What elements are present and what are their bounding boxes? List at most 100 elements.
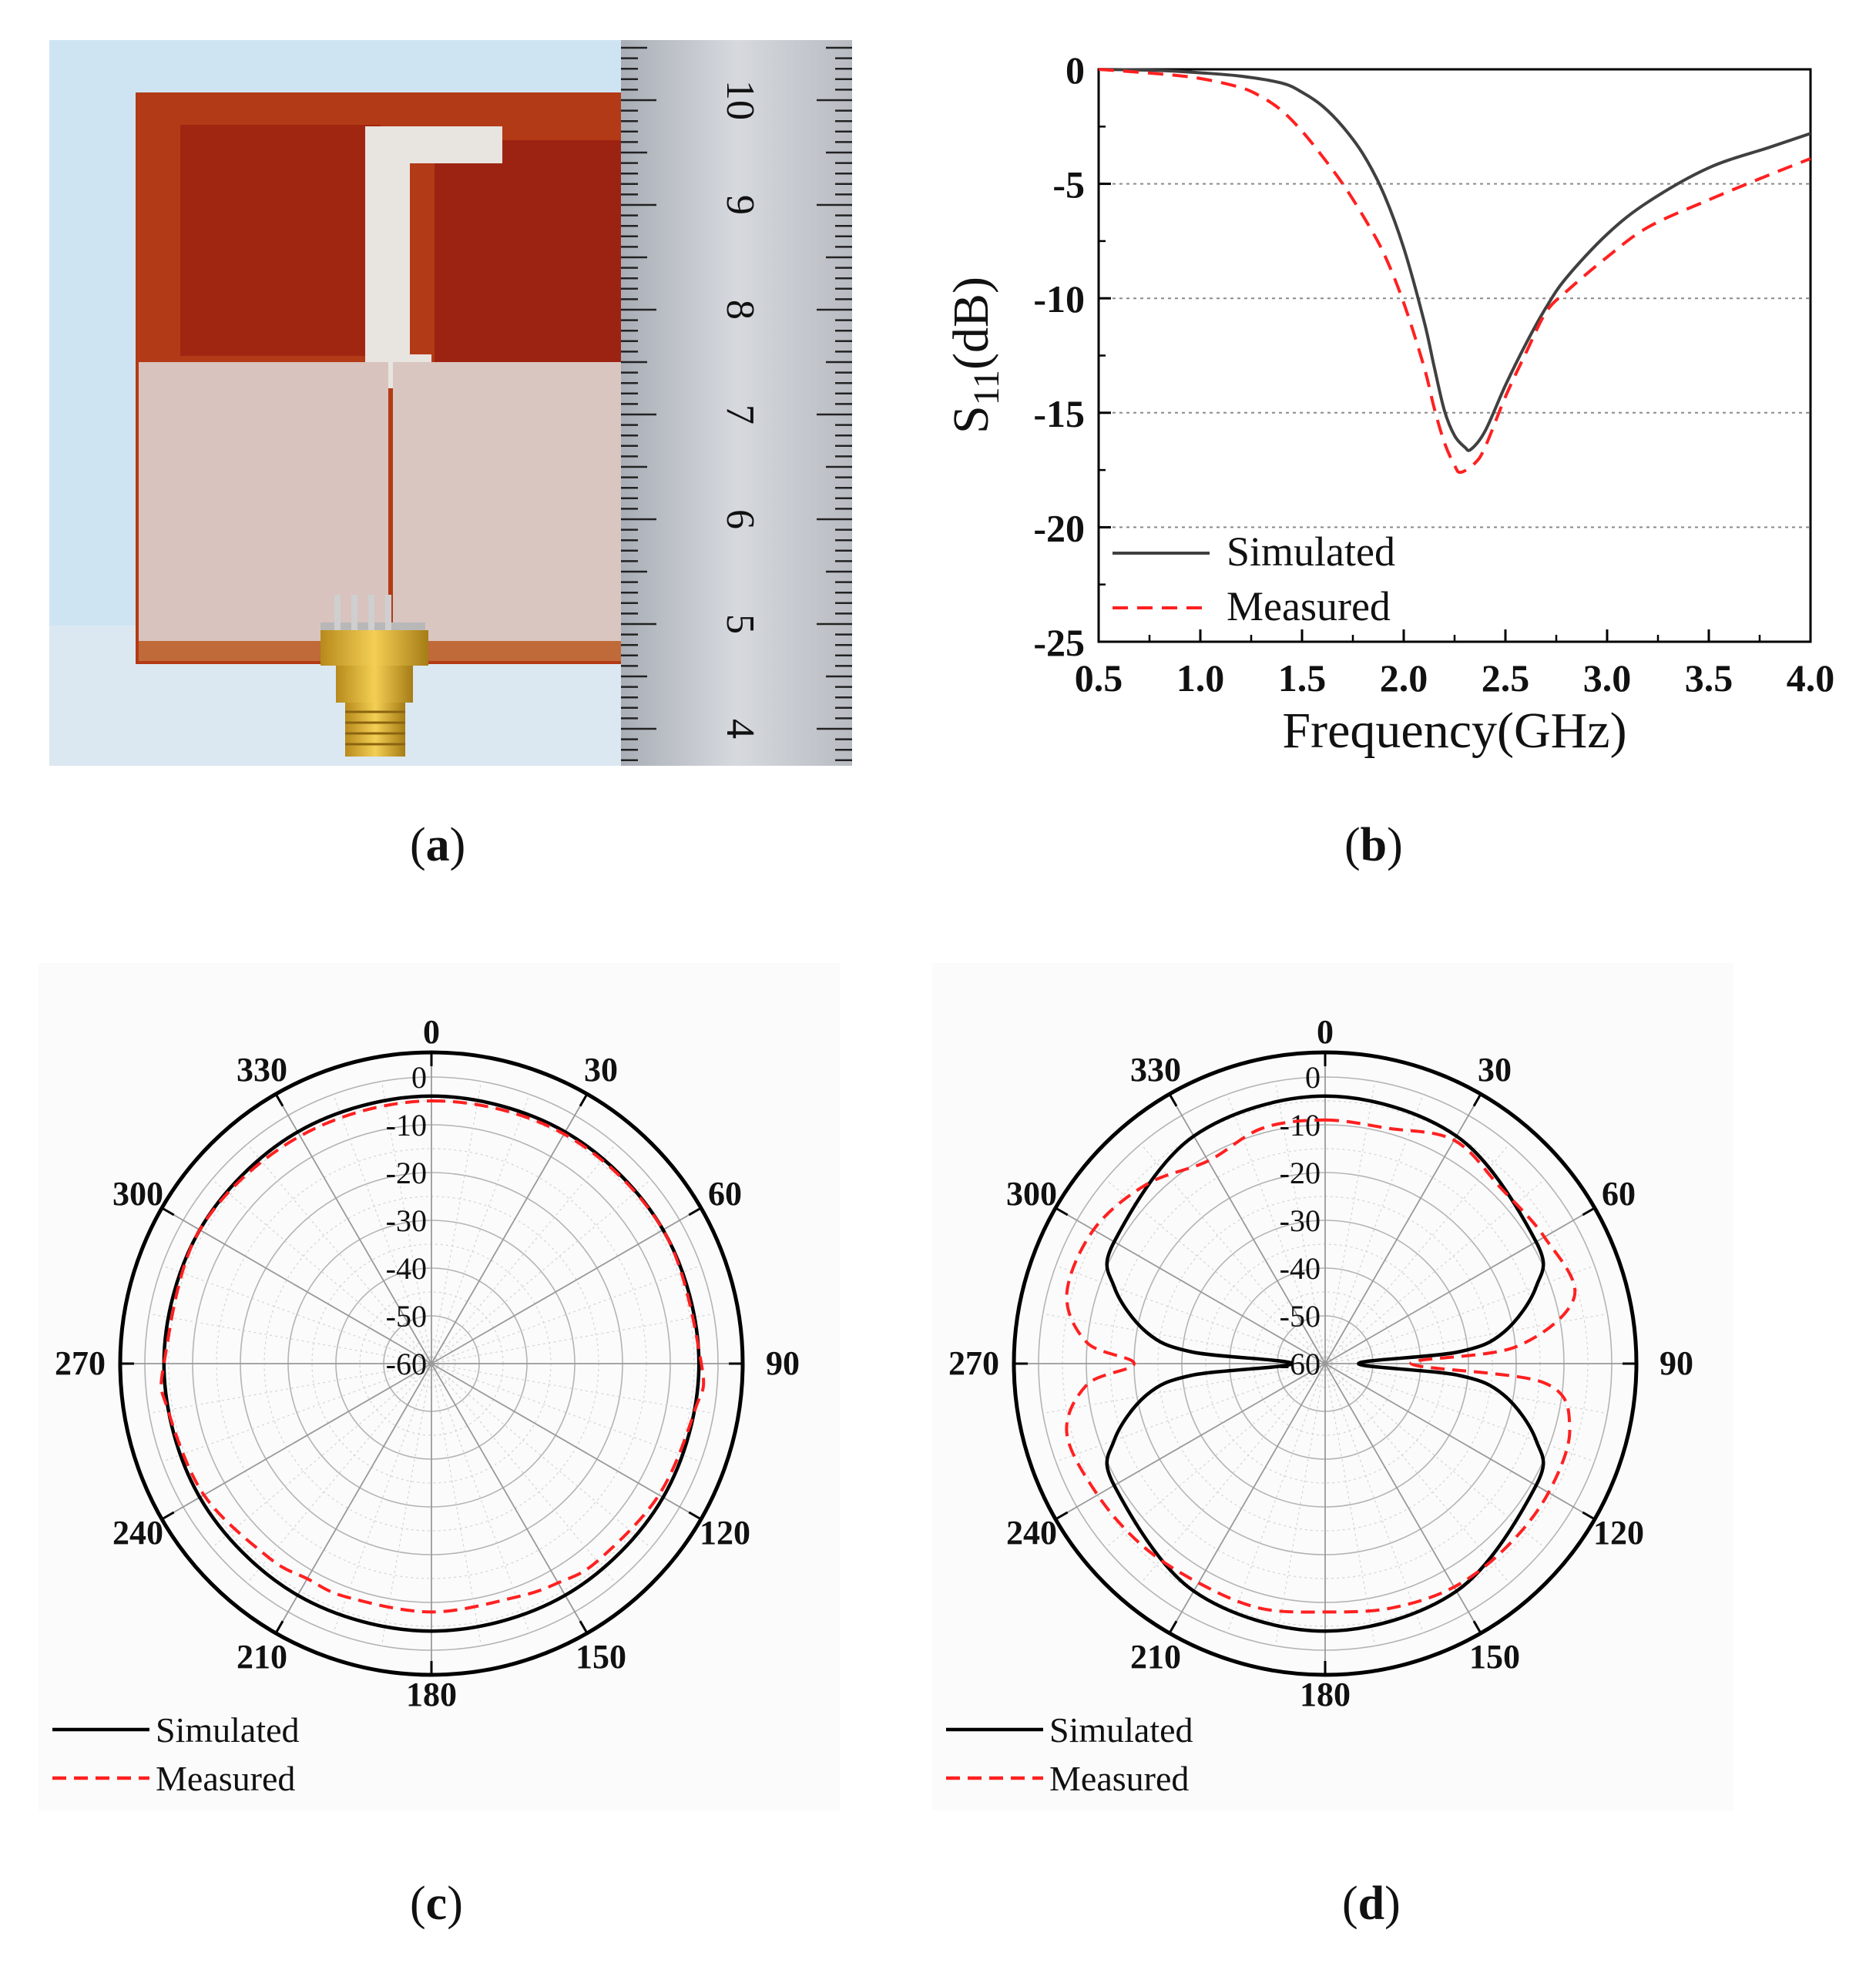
polar-minor-spoke bbox=[1140, 1143, 1326, 1364]
polar-spoke bbox=[161, 1363, 432, 1520]
polar-minor-spoke bbox=[1055, 1363, 1326, 1462]
s11-grid bbox=[1099, 183, 1811, 528]
s11-xtick-label: 2.5 bbox=[1482, 656, 1530, 700]
polar-angle-tick bbox=[1055, 1511, 1069, 1521]
ruler-label: 8 bbox=[718, 300, 762, 320]
s11-xtick-label: 1.5 bbox=[1278, 656, 1327, 700]
polar-minor-spoke bbox=[1055, 1265, 1326, 1364]
polar-angle-label: 150 bbox=[576, 1638, 626, 1676]
polar-angle-tick bbox=[579, 1620, 589, 1634]
s11-xtick-label: 1.0 bbox=[1176, 656, 1225, 700]
polar-minor-spoke bbox=[1042, 1363, 1326, 1414]
polar-minor-spoke bbox=[431, 1363, 530, 1633]
polar-minor-spoke bbox=[1274, 1081, 1326, 1364]
polar-angle-tick bbox=[1582, 1511, 1596, 1521]
polar-angle-label: 120 bbox=[1593, 1514, 1644, 1552]
polar-minor-spoke bbox=[1324, 1363, 1595, 1462]
s11-ytick-label: -15 bbox=[1033, 392, 1085, 435]
legend-label-measured: Measured bbox=[1227, 583, 1391, 629]
polar-angle-label: 0 bbox=[423, 1013, 440, 1051]
polar-angle-label: 60 bbox=[1602, 1175, 1636, 1213]
polar-spoke bbox=[1169, 1093, 1326, 1364]
polar-minor-spoke bbox=[1324, 1143, 1510, 1364]
polar-radial-label: -10 bbox=[386, 1108, 427, 1143]
s11-plot-frame bbox=[1097, 68, 1812, 643]
polar-spoke bbox=[275, 1093, 432, 1364]
s11-xtick-label: 3.0 bbox=[1583, 656, 1632, 700]
legend-label-measured: Measured bbox=[1049, 1759, 1189, 1798]
polar-minor-spoke bbox=[1105, 1179, 1326, 1364]
polar-radial-label: -50 bbox=[1280, 1299, 1321, 1334]
polar-series-measured bbox=[159, 1099, 706, 1614]
polar-minor-spoke bbox=[381, 1363, 432, 1646]
polar-series-simulated bbox=[1105, 1094, 1545, 1633]
polar-spoke bbox=[431, 1207, 702, 1364]
ruler-label: 7 bbox=[718, 404, 762, 424]
polar-minor-spoke bbox=[1227, 1363, 1326, 1633]
polar-radial-label: -60 bbox=[386, 1347, 427, 1381]
polar-radial-label: -40 bbox=[1280, 1251, 1321, 1286]
polar-minor-spoke bbox=[431, 1081, 482, 1364]
polar-radial-label: -20 bbox=[386, 1156, 427, 1190]
polar-radial-label: -40 bbox=[386, 1251, 427, 1286]
polar-angle-label: 0 bbox=[1317, 1013, 1334, 1051]
polar-minor-spoke bbox=[1274, 1363, 1326, 1646]
ruler-label: 10 bbox=[718, 80, 762, 120]
s11-xtick-label: 2.0 bbox=[1380, 656, 1428, 700]
polar-angle-label: 30 bbox=[584, 1051, 618, 1089]
polar-angle-tick bbox=[1472, 1620, 1482, 1634]
polar-angle-label: 120 bbox=[700, 1514, 750, 1552]
polar-radial-label: 0 bbox=[411, 1060, 427, 1095]
polar-chart-d: 0 30 60 90 120 150 180 210 240 270 300 330 0 -10 -20 -3… bbox=[932, 963, 1733, 1810]
s11-ticks: 0 -5 -10 -15 -20 -250.5 1.0 1.5 2.0 2.5 3.0 3.5 4.0 bbox=[1033, 49, 1834, 700]
polar-radial-label: -50 bbox=[386, 1299, 427, 1334]
legend-label-simulated: Simulated bbox=[156, 1710, 300, 1750]
panel-label-b: (b) bbox=[1344, 819, 1403, 871]
ground-plane-left bbox=[139, 362, 388, 641]
polar-angle-label: 150 bbox=[1469, 1638, 1520, 1676]
polar-angle-tick bbox=[161, 1511, 175, 1521]
polar-minor-spoke bbox=[1324, 1081, 1376, 1364]
polar-minor-spoke bbox=[431, 1363, 714, 1414]
legend-label-measured: Measured bbox=[156, 1759, 295, 1798]
polar-spoke bbox=[431, 1363, 702, 1520]
s11-ytick-label: -20 bbox=[1033, 506, 1085, 549]
polar-angle-label: 90 bbox=[766, 1344, 800, 1382]
s11-xlabel: Frequency(GHz) bbox=[1282, 703, 1626, 759]
polar-angle-tick bbox=[1168, 1093, 1178, 1107]
polar-angle-tick bbox=[1582, 1206, 1596, 1216]
polar-minor-spoke bbox=[211, 1179, 432, 1364]
polar-outer-ring bbox=[118, 1050, 745, 1677]
s11-chart: 0-5-10-15-20-250.5 1.0 1.5 2.0 2.5 3.0 3.5 4.0 … bbox=[943, 49, 1834, 759]
polar-minor-spoke bbox=[431, 1363, 616, 1584]
polar-minor-spoke bbox=[1324, 1363, 1424, 1633]
polar-minor-spoke bbox=[1324, 1094, 1424, 1364]
ruler-label: 9 bbox=[718, 195, 762, 215]
ruler: 10 9 8 7 6 5 4 bbox=[621, 40, 852, 766]
polar-angle-label: 270 bbox=[948, 1344, 999, 1382]
polar-minor-spoke bbox=[1324, 1363, 1510, 1584]
polar-angle-label: 180 bbox=[406, 1676, 457, 1713]
polar-minor-spoke bbox=[431, 1179, 652, 1364]
polar-minor-spoke bbox=[149, 1363, 432, 1414]
polar-angle-tick bbox=[274, 1620, 284, 1634]
polar-angle-tick bbox=[1055, 1206, 1069, 1216]
polar-minor-spoke bbox=[431, 1363, 482, 1646]
polar-radial-label: -30 bbox=[1280, 1203, 1321, 1238]
polar-angle-label: 30 bbox=[1478, 1051, 1512, 1089]
sma-connector bbox=[320, 595, 428, 757]
polar-minor-spoke bbox=[431, 1265, 701, 1364]
s11-xtick-label: 0.5 bbox=[1075, 656, 1123, 700]
s11-ytick-label: -5 bbox=[1052, 163, 1085, 206]
polar-spoke bbox=[161, 1207, 432, 1364]
polar-minor-spoke bbox=[149, 1313, 432, 1364]
s11-xtick-label: 3.5 bbox=[1685, 656, 1733, 700]
polar-angle-label: 210 bbox=[237, 1638, 287, 1676]
polar-minor-spoke bbox=[431, 1313, 714, 1364]
polar-spoke bbox=[431, 1363, 588, 1634]
polar-angle-tick bbox=[579, 1093, 589, 1107]
panel-label-c: (c) bbox=[410, 1877, 463, 1930]
polar-minor-spoke bbox=[431, 1094, 530, 1364]
polar-angle-label: 60 bbox=[708, 1175, 742, 1213]
polar-angle-label: 240 bbox=[112, 1514, 163, 1552]
